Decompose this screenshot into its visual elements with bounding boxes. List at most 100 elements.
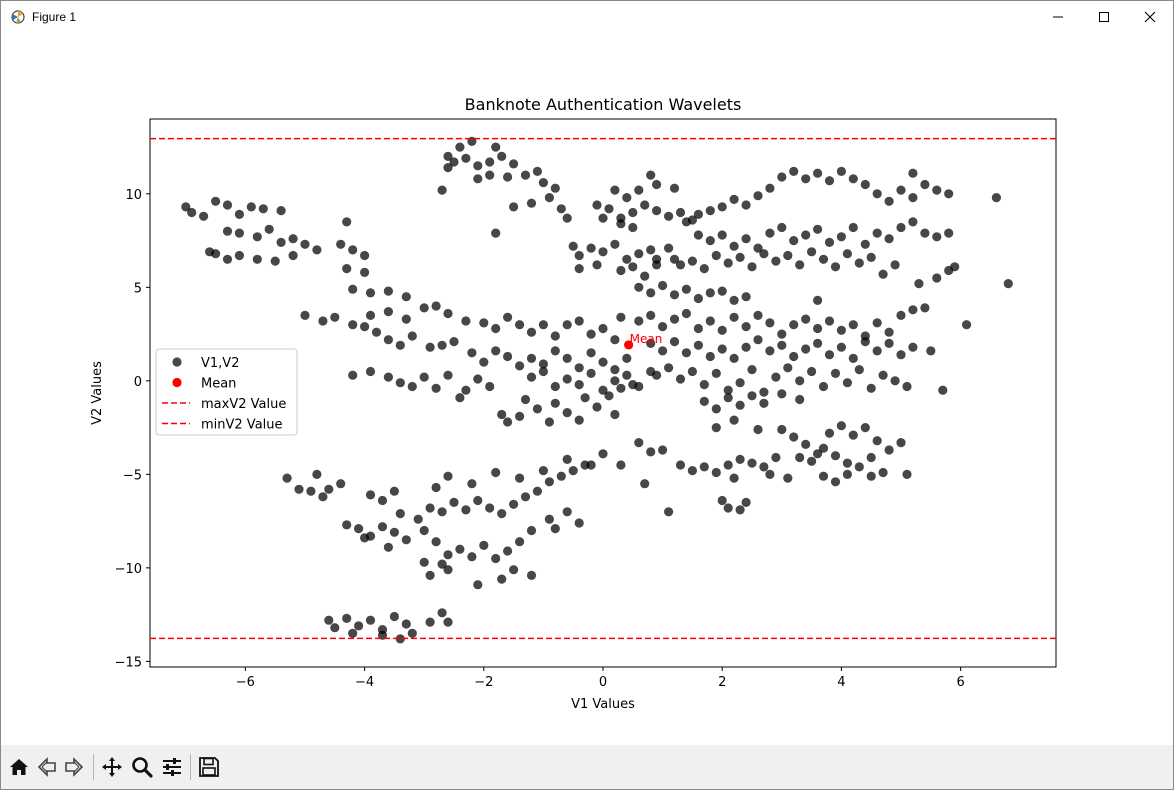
data-point: [705, 206, 715, 216]
data-point: [741, 234, 751, 244]
data-point: [932, 232, 942, 242]
data-point: [258, 204, 268, 214]
data-point: [264, 224, 274, 234]
configure-subplots-button[interactable]: [158, 753, 186, 781]
data-point: [515, 473, 525, 483]
data-point: [294, 484, 304, 494]
data-point: [884, 327, 894, 337]
data-point: [550, 346, 560, 356]
data-point: [944, 189, 954, 199]
home-button[interactable]: [5, 753, 33, 781]
data-point: [640, 479, 650, 489]
pan-button[interactable]: [98, 753, 126, 781]
data-point: [681, 308, 692, 319]
forward-button[interactable]: [60, 753, 88, 781]
data-point: [693, 323, 704, 334]
x-axis-label: V1 Values: [571, 697, 635, 712]
data-point: [580, 460, 590, 470]
data-point: [938, 385, 948, 395]
y-tick-label: −10: [115, 562, 142, 577]
data-point: [622, 193, 632, 203]
data-point: [455, 544, 465, 554]
data-point: [419, 557, 429, 567]
data-point: [574, 415, 584, 425]
data-point: [503, 546, 513, 556]
data-point: [568, 466, 578, 476]
data-point: [562, 507, 572, 517]
data-point: [562, 374, 572, 384]
data-point: [669, 183, 680, 193]
data-point: [664, 243, 674, 253]
data-point: [538, 320, 549, 330]
data-point: [687, 366, 698, 377]
data-point: [443, 617, 453, 627]
data-point: [407, 628, 417, 638]
x-tick-label: −2: [474, 675, 493, 690]
x-tick-label: 2: [718, 675, 726, 690]
data-point: [419, 525, 429, 536]
data-point: [515, 361, 525, 371]
data-point: [354, 621, 364, 631]
data-point: [431, 301, 441, 311]
maximize-button[interactable]: [1081, 1, 1127, 33]
data-point: [520, 170, 531, 180]
data-point: [443, 550, 453, 560]
data-point: [842, 378, 853, 388]
data-point: [395, 509, 405, 519]
y-tick-label: 5: [134, 281, 142, 296]
back-button[interactable]: [33, 753, 61, 781]
data-point: [610, 239, 620, 249]
data-point: [503, 312, 513, 322]
data-point: [288, 250, 298, 261]
data-point: [872, 228, 882, 238]
data-point: [824, 176, 835, 186]
save-button[interactable]: [195, 753, 223, 781]
data-point: [395, 634, 405, 644]
data-point: [848, 320, 858, 330]
data-point: [401, 619, 411, 629]
data-point: [789, 351, 799, 362]
x-tick-label: 0: [599, 675, 607, 690]
x-tick-label: 4: [837, 675, 845, 690]
data-point: [383, 335, 393, 345]
data-point: [526, 525, 537, 536]
figure-canvas[interactable]: Mean −6 −4 −2 0 2 4 6 −15 −10 −5 0 5 10 Banknote Authe…: [1, 33, 1173, 745]
data-point: [199, 211, 209, 221]
data-point: [872, 189, 882, 199]
data-point: [813, 449, 823, 459]
data-point: [503, 417, 513, 427]
zoom-button[interactable]: [128, 753, 156, 781]
data-point: [526, 372, 537, 382]
data-point: [759, 398, 769, 408]
data-point: [681, 217, 692, 227]
data-point: [687, 466, 698, 476]
data-point: [348, 245, 358, 255]
data-point: [813, 323, 823, 334]
close-button[interactable]: [1127, 1, 1173, 33]
data-point: [777, 172, 787, 182]
data-point: [508, 159, 519, 169]
data-point: [461, 385, 471, 395]
minimize-button[interactable]: [1035, 1, 1081, 33]
data-point: [574, 518, 584, 528]
data-point: [771, 256, 781, 266]
data-point: [765, 318, 775, 328]
data-point: [705, 236, 715, 246]
data-point: [669, 337, 680, 347]
save-icon: [199, 757, 219, 777]
data-point: [473, 161, 483, 171]
data-point: [765, 346, 775, 356]
data-point: [813, 168, 823, 178]
data-point: [842, 469, 853, 479]
data-point: [866, 452, 876, 463]
data-point: [759, 462, 769, 472]
data-point: [908, 193, 918, 203]
data-point: [693, 230, 704, 240]
data-point: [628, 222, 638, 233]
data-point: [723, 393, 733, 403]
title-bar[interactable]: Figure 1: [1, 1, 1173, 33]
data-point: [508, 565, 519, 575]
data-point: [419, 372, 429, 382]
data-point: [801, 344, 811, 354]
